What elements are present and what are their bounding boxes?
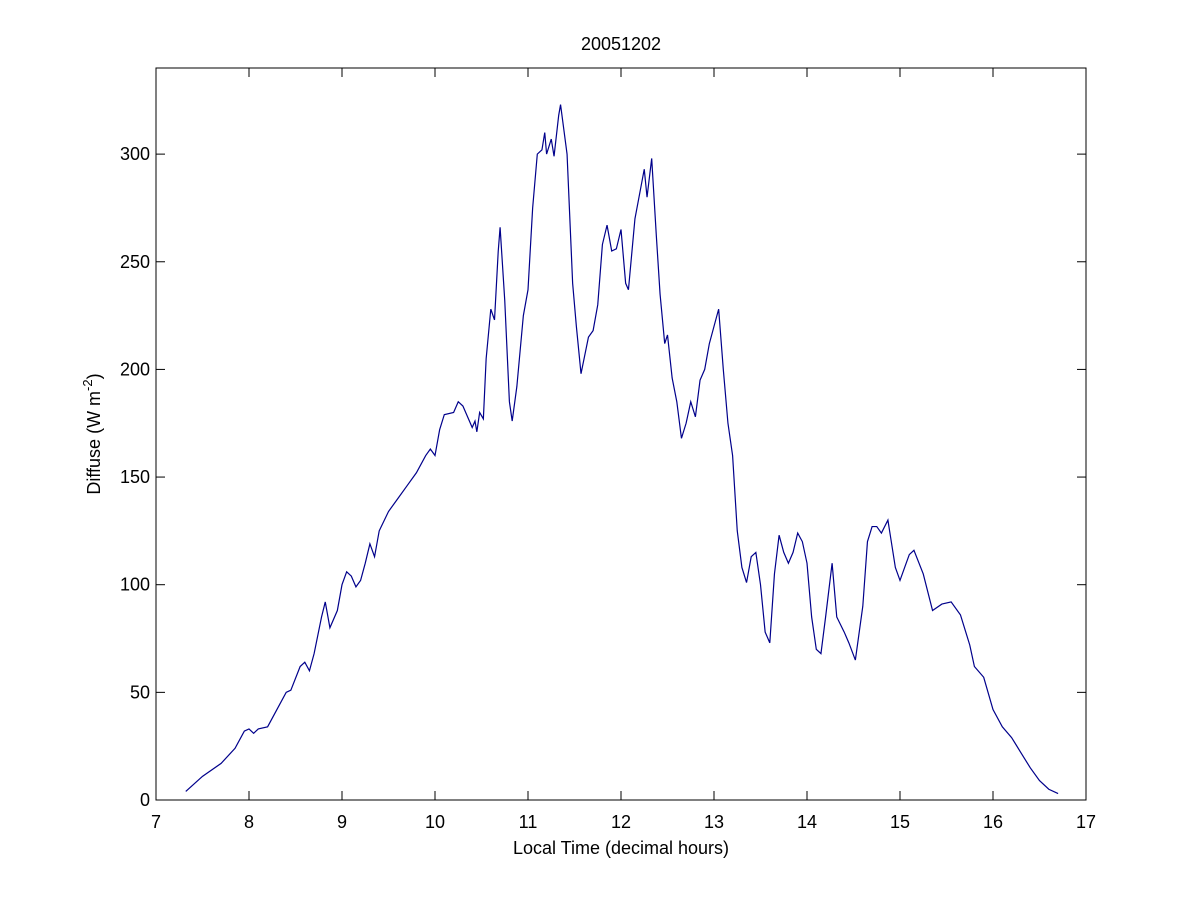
y-label-sup: -2	[80, 379, 95, 391]
y-label-text: Diffuse (W m	[84, 391, 104, 495]
y-tick-label: 300	[120, 144, 150, 164]
x-tick-label: 7	[151, 812, 161, 832]
x-tick-label: 9	[337, 812, 347, 832]
x-tick-label: 17	[1076, 812, 1096, 832]
plot-area	[155, 67, 1087, 801]
y-axis-label: Diffuse (W m-2)	[80, 373, 104, 494]
chart-title: 20051202	[581, 34, 661, 54]
y-label-end: )	[84, 373, 104, 379]
x-axis-label: Local Time (decimal hours)	[513, 838, 729, 858]
y-tick-label: 150	[120, 467, 150, 487]
y-tick-label: 100	[120, 575, 150, 595]
x-tick-label: 13	[704, 812, 724, 832]
y-tick-label: 50	[130, 682, 150, 702]
data-line	[185, 104, 1059, 795]
x-tick-label: 15	[890, 812, 910, 832]
x-tick-label: 12	[611, 812, 631, 832]
x-tick-label: 10	[425, 812, 445, 832]
y-tick-label: 0	[140, 790, 150, 810]
x-tick-label: 8	[244, 812, 254, 832]
x-tick-label: 11	[519, 812, 538, 832]
y-tick-label: 250	[120, 252, 150, 272]
y-tick-label: 200	[120, 359, 150, 379]
x-tick-label: 14	[797, 812, 817, 832]
x-tick-label: 16	[983, 812, 1003, 832]
